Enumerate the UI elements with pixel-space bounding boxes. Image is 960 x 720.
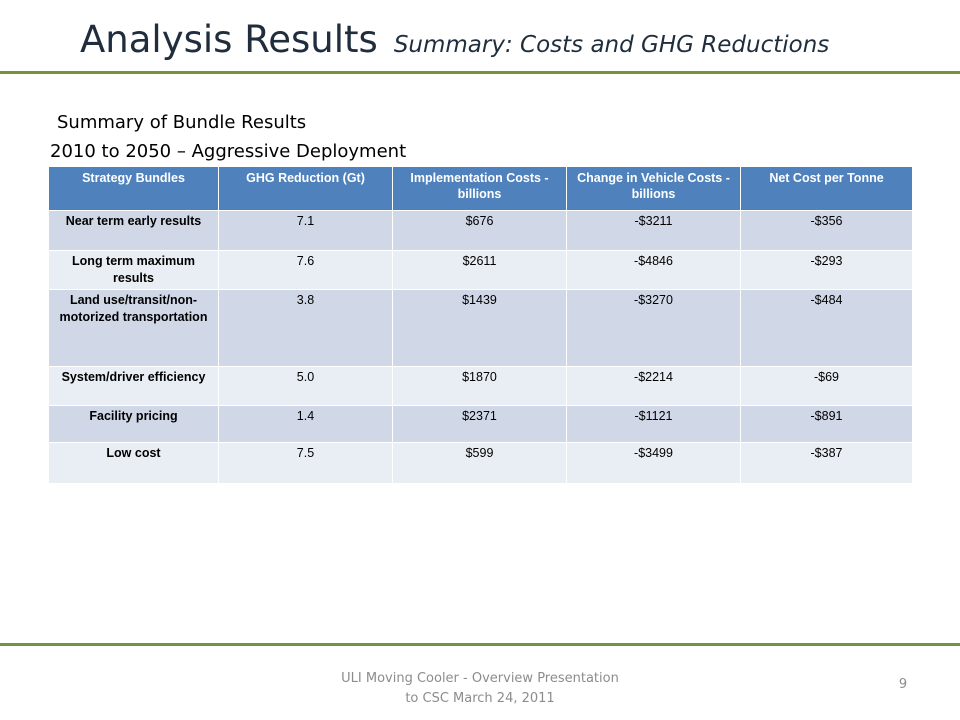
table-cell: -$891 [740,405,913,443]
column-header: Change in Vehicle Costs - billions [566,166,741,211]
table-cell: $1870 [392,366,567,406]
footer-divider [0,643,960,646]
table-header-row: Strategy Bundles GHG Reduction (Gt) Impl… [48,166,913,211]
table-cell: 7.6 [218,250,393,290]
table-cell: 3.8 [218,289,393,367]
table-heading: Summary of Bundle Results [57,112,307,133]
table-cell: -$3499 [566,442,741,484]
table-cell: -$1121 [566,405,741,443]
table-cell: $2371 [392,405,567,443]
table-cell: $2611 [392,250,567,290]
table-cell: Facility pricing [48,405,219,443]
table-cell: -$4846 [566,250,741,290]
column-header: Net Cost per Tonne [740,166,913,211]
table-cell: $676 [392,210,567,251]
table-cell: 5.0 [218,366,393,406]
slide-title-row: Analysis Results Summary: Costs and GHG R… [80,18,940,66]
page-number: 9 [898,677,908,692]
table-row: Low cost 7.5 $599 -$3499 -$387 [48,442,913,484]
table-row: Land use/transit/non-motorized transport… [48,289,913,367]
footer-line-1: ULI Moving Cooler - Overview Presentatio… [341,671,619,686]
table-cell: Long term maximum results [48,250,219,290]
table-cell: Low cost [48,442,219,484]
table-cell: -$3211 [566,210,741,251]
table-cell: Land use/transit/non-motorized transport… [48,289,219,367]
results-table: Strategy Bundles GHG Reduction (Gt) Impl… [48,166,913,484]
table-cell: -$484 [740,289,913,367]
table-cell: 7.1 [218,210,393,251]
column-header: Implementation Costs - billions [392,166,567,211]
table-row: Long term maximum results 7.6 $2611 -$48… [48,250,913,290]
table-cell: Near term early results [48,210,219,251]
title-divider [0,71,960,74]
column-header: Strategy Bundles [48,166,219,211]
footer-line-2: to CSC March 24, 2011 [405,691,555,706]
table-cell: 7.5 [218,442,393,484]
table-cell: -$387 [740,442,913,484]
column-header: GHG Reduction (Gt) [218,166,393,211]
table-cell: -$2214 [566,366,741,406]
table-row: Facility pricing 1.4 $2371 -$1121 -$891 [48,405,913,443]
table-row: System/driver efficiency 5.0 $1870 -$221… [48,366,913,406]
footer-text: ULI Moving Cooler - Overview Presentatio… [300,669,660,709]
table-cell: $1439 [392,289,567,367]
table-cell: -$3270 [566,289,741,367]
slide-title: Analysis Results [80,18,378,61]
table-subheading: 2010 to 2050 – Aggressive Deployment [50,141,407,162]
table-cell: $599 [392,442,567,484]
table-cell: -$69 [740,366,913,406]
slide-subtitle: Summary: Costs and GHG Reductions [393,32,830,58]
table-cell: 1.4 [218,405,393,443]
table-cell: System/driver efficiency [48,366,219,406]
table-row: Near term early results 7.1 $676 -$3211 … [48,210,913,251]
table-cell: -$356 [740,210,913,251]
table-cell: -$293 [740,250,913,290]
